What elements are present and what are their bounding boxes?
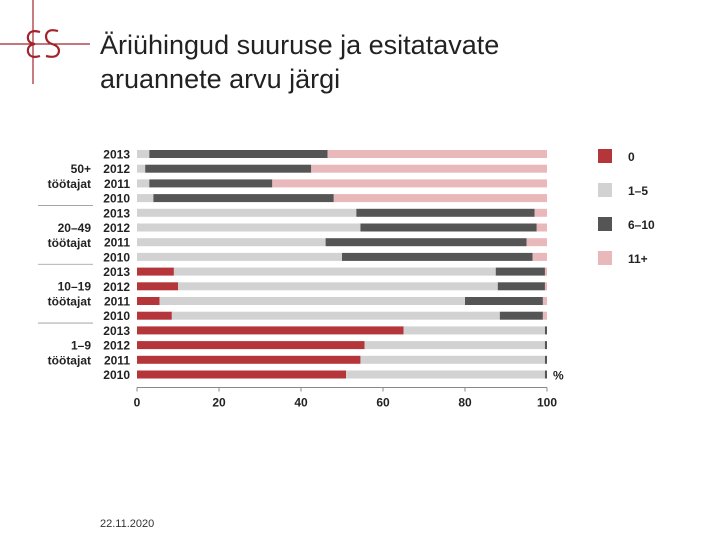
bar-segment (495, 267, 545, 276)
group-label: töötajat (48, 177, 91, 191)
bar-segment (325, 238, 527, 247)
bar-segment (171, 311, 500, 320)
x-tick-label: 40 (294, 396, 308, 410)
bar-segment (149, 150, 328, 158)
stacked-bar-chart: 201320122011201050+töötajat2013201220112… (38, 148, 655, 410)
year-label-2010: 2010 (103, 250, 130, 264)
group-label: 20–49 (58, 221, 92, 235)
legend-label: 1–5 (628, 184, 648, 198)
x-tick-label: 20 (212, 396, 226, 410)
bar-segment (137, 282, 178, 291)
bar-segment (356, 208, 535, 217)
group-label: töötajat (48, 236, 91, 250)
bar-segment (544, 370, 547, 379)
legend-swatch (598, 183, 612, 197)
group-label: 10–19 (58, 280, 92, 294)
bar-segment (137, 252, 342, 261)
bar-segment (544, 355, 547, 364)
legend-label: 6–10 (628, 218, 655, 232)
legend-label: 0 (628, 150, 635, 164)
bar-segment (534, 208, 547, 217)
year-label-2011: 2011 (104, 295, 130, 309)
group-label: 1–9 (71, 338, 91, 352)
bar-segment (137, 370, 347, 379)
bar-segment (137, 341, 365, 350)
year-label-2011: 2011 (104, 353, 130, 367)
bar-segment (544, 341, 547, 350)
year-label-2012: 2012 (103, 339, 130, 353)
year-label-2011: 2011 (104, 236, 130, 250)
bar-segment (346, 370, 545, 379)
year-label-2010: 2010 (103, 309, 130, 323)
year-label-2013: 2013 (103, 324, 130, 338)
title-line-2: aruannete arvu järgi (100, 64, 341, 94)
year-label-2013: 2013 (103, 148, 130, 162)
bar-segment (327, 150, 547, 158)
bar-segment (137, 311, 172, 320)
bar-segment (137, 150, 150, 158)
bar-segment (342, 252, 533, 261)
bar-segment (137, 179, 150, 188)
year-label-2012: 2012 (103, 221, 130, 235)
bar-segment (544, 326, 547, 335)
year-label-2010: 2010 (103, 192, 130, 206)
year-label-2013: 2013 (103, 265, 130, 279)
bar-segment (364, 341, 545, 350)
bar-segment (137, 238, 326, 247)
bar-segment (465, 297, 543, 305)
bar-segment (536, 223, 547, 232)
title-line-1: Äriühingud suuruse ja esitatavate (100, 30, 500, 60)
bar-segment (137, 297, 160, 305)
bar-segment (137, 326, 404, 335)
x-tick-label: 80 (458, 396, 472, 410)
page-title: Äriühingud suuruse ja esitatavate aruann… (100, 28, 700, 96)
bar-segment (333, 194, 547, 203)
bar-segment (137, 164, 146, 173)
bar-segment (497, 282, 545, 291)
legend-swatch (598, 149, 612, 163)
group-label: 50+ (71, 162, 91, 176)
bar-segment (542, 297, 547, 305)
bar-segment (145, 164, 312, 173)
bar-segment (137, 267, 174, 276)
bar-segment (137, 194, 154, 203)
bar-segment (149, 179, 273, 188)
bar-segment (137, 223, 361, 232)
slide-date: 22.11.2020 (100, 518, 155, 530)
x-tick-label: 100 (537, 396, 557, 410)
year-label-2010: 2010 (103, 368, 130, 382)
bar-segment (499, 311, 543, 320)
bar-segment (137, 208, 357, 217)
legend-label: 11+ (628, 252, 648, 266)
bar-segment (360, 223, 537, 232)
group-label: töötajat (48, 353, 91, 367)
bar-segment (311, 164, 547, 173)
bar-segment (544, 267, 547, 276)
bar-segment (542, 311, 547, 320)
group-label: töötajat (48, 295, 91, 309)
x-tick-label: 0 (134, 396, 141, 410)
bar-segment (360, 355, 545, 364)
bar-segment (178, 282, 498, 291)
bar-segment (526, 238, 547, 247)
bar-segment (159, 297, 466, 305)
bar-segment (272, 179, 547, 188)
bar-segment (532, 252, 547, 261)
bar-segment (544, 282, 547, 291)
year-label-2012: 2012 (103, 280, 130, 294)
bar-segment (137, 355, 361, 364)
year-label-2012: 2012 (103, 162, 130, 176)
year-label-2011: 2011 (104, 177, 130, 191)
x-tick-label: 60 (376, 396, 390, 410)
bar-segment (403, 326, 545, 335)
bar-segment (153, 194, 334, 203)
legend-swatch (598, 217, 612, 231)
es-logo-icon (0, 0, 90, 84)
legend-swatch (598, 251, 612, 265)
unit-label: % (553, 369, 564, 383)
bar-segment (173, 267, 496, 276)
year-label-2013: 2013 (103, 206, 130, 220)
